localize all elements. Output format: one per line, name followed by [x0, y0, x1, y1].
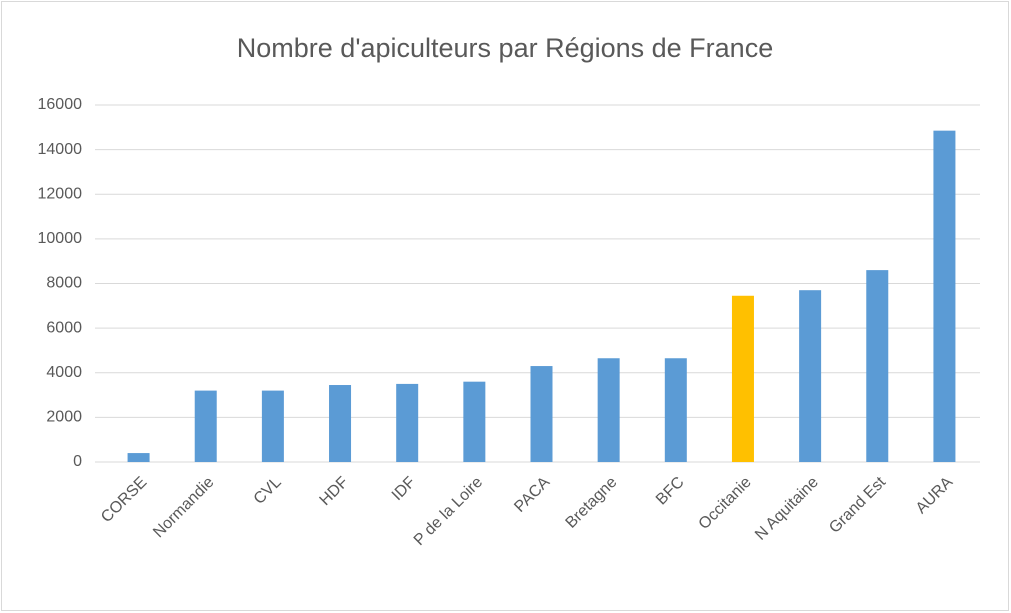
y-tick-label: 8000 — [46, 275, 82, 292]
bar — [463, 381, 486, 462]
bar — [396, 383, 419, 462]
bar — [731, 295, 754, 462]
bar — [261, 390, 284, 462]
bar — [194, 390, 217, 462]
y-tick-label: 16000 — [38, 96, 83, 113]
bar — [329, 385, 352, 462]
y-tick-label: 2000 — [46, 409, 82, 426]
bar — [799, 290, 822, 462]
bar — [127, 453, 150, 462]
y-tick-label: 0 — [73, 453, 82, 470]
y-tick-label: 14000 — [38, 141, 83, 158]
bar — [933, 130, 956, 463]
bar — [530, 366, 553, 462]
bar — [664, 358, 687, 462]
bar — [866, 270, 889, 462]
y-tick-label: 12000 — [38, 185, 83, 202]
chart-title: Nombre d'apiculteurs par Régions de Fran… — [237, 33, 773, 63]
y-tick-label: 4000 — [46, 364, 82, 381]
y-tick-label: 6000 — [46, 319, 82, 336]
y-tick-label: 10000 — [38, 230, 83, 247]
bar — [597, 358, 620, 462]
